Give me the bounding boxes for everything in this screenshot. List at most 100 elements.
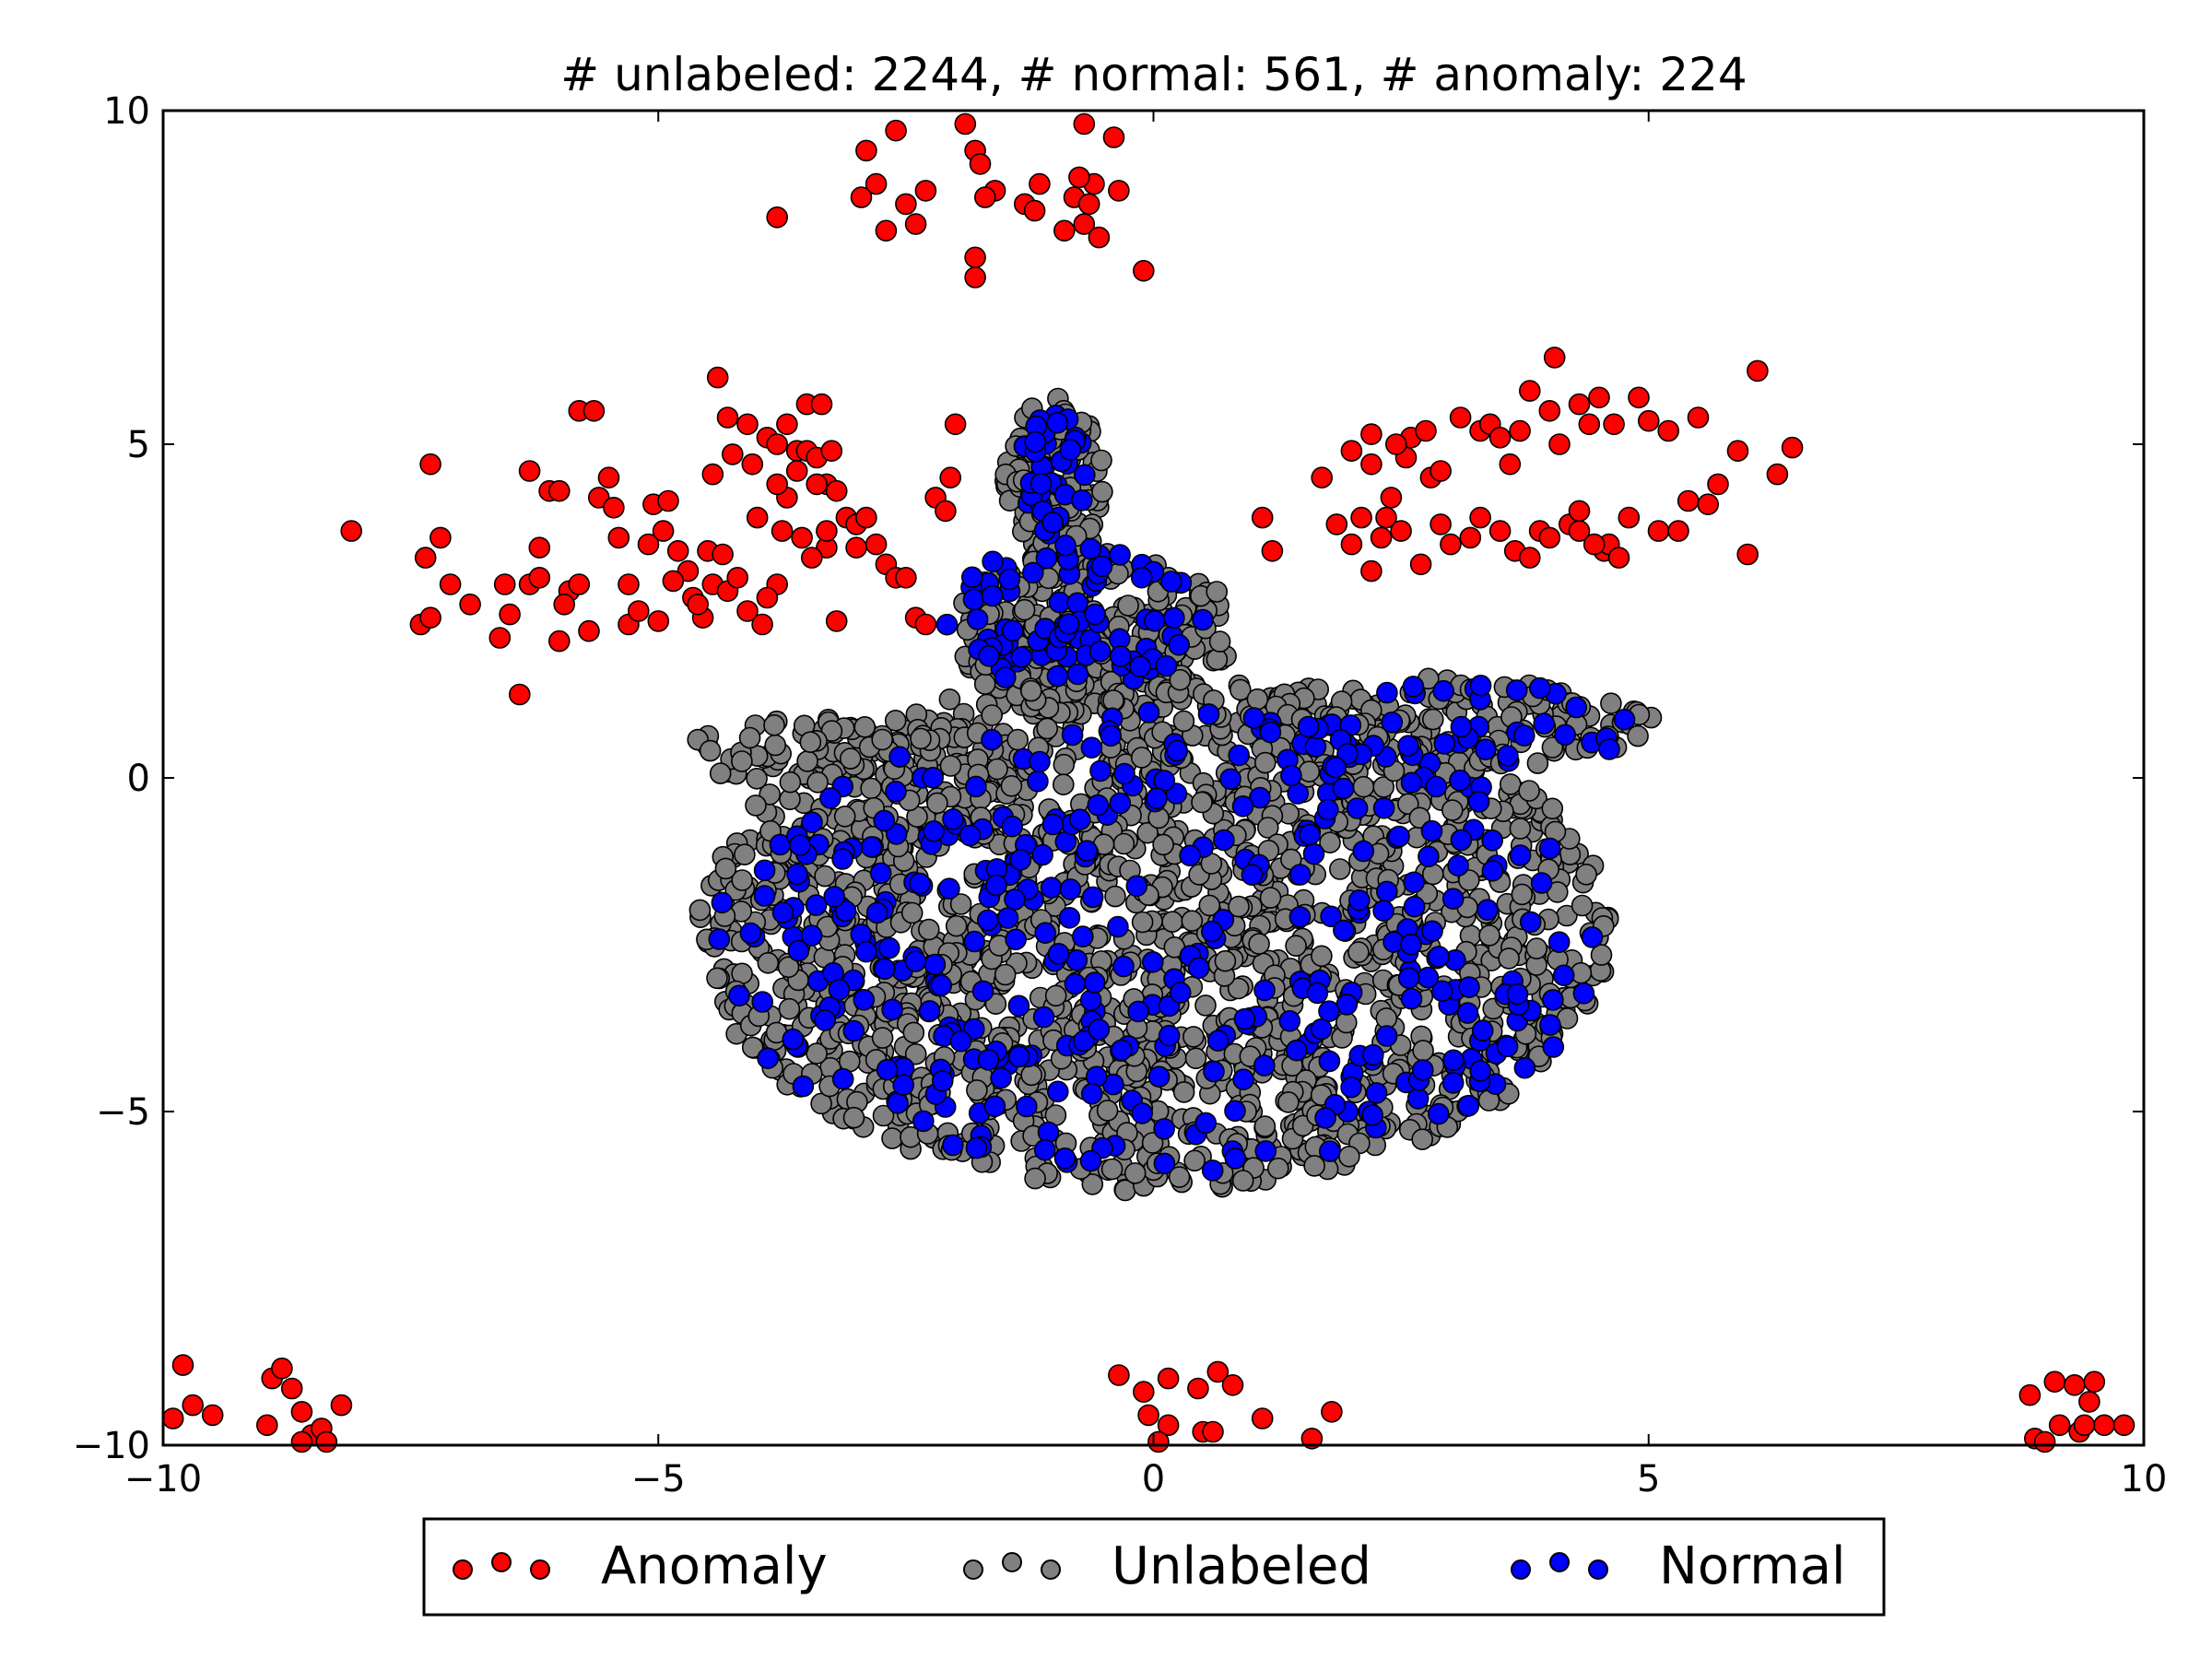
point-unlabeled: [986, 758, 1008, 781]
point-normal: [1206, 1030, 1230, 1052]
point-unlabeled: [1411, 1128, 1433, 1150]
point-anomaly: [1628, 386, 1650, 409]
point-normal: [1110, 645, 1132, 667]
point-anomaly: [1766, 463, 1789, 486]
point-normal: [1047, 1080, 1069, 1103]
point-unlabeled: [1214, 949, 1237, 972]
point-unlabeled: [1590, 944, 1613, 966]
point-normal: [831, 1067, 854, 1090]
point-anomaly: [756, 586, 779, 609]
point-normal: [1529, 677, 1551, 700]
point-normal: [1318, 1050, 1341, 1073]
axis-ticks: −10 −5 0 5 10 −10 −5 0 5 10: [73, 90, 2168, 1500]
point-unlabeled: [777, 956, 800, 979]
point-normal: [1228, 744, 1250, 767]
point-anomaly: [865, 172, 888, 195]
point-normal: [1421, 920, 1443, 943]
point-normal: [1109, 544, 1131, 566]
point-normal: [977, 1049, 1000, 1071]
point-unlabeled: [731, 869, 754, 891]
point-anomaly: [1321, 1401, 1343, 1423]
point-normal: [1469, 674, 1492, 697]
point-unlabeled: [1136, 821, 1159, 844]
point-unlabeled: [1319, 831, 1341, 854]
point-normal: [1074, 464, 1096, 487]
point-unlabeled: [1228, 895, 1250, 918]
point-anomaly: [1133, 259, 1155, 282]
point-normal: [887, 1092, 909, 1114]
point-normal: [1224, 1100, 1246, 1123]
point-anomaly: [1073, 213, 1096, 235]
point-anomaly: [439, 573, 462, 595]
point-unlabeled: [1208, 630, 1231, 653]
point-normal: [1059, 439, 1082, 461]
point-anomaly: [865, 533, 888, 556]
point-normal: [1319, 1140, 1341, 1162]
point-unlabeled: [1091, 480, 1113, 503]
point-unlabeled: [872, 1104, 895, 1127]
point-normal: [753, 885, 776, 907]
point-normal: [1376, 880, 1398, 903]
point-anomaly: [1538, 399, 1561, 422]
legend-marker-anomaly: [530, 1559, 550, 1580]
point-normal: [981, 584, 1004, 607]
point-normal: [922, 766, 945, 789]
point-anomaly: [1251, 506, 1274, 529]
point-unlabeled: [881, 1127, 903, 1149]
point-normal: [1041, 813, 1065, 836]
y-tick-label: 5: [127, 424, 150, 466]
legend-entry-anomaly: Anomaly: [453, 1536, 828, 1596]
point-anomaly: [1568, 393, 1591, 416]
legend-marker-unlabeled: [963, 1559, 983, 1580]
point-anomaly: [1781, 436, 1804, 459]
point-normal: [1302, 842, 1325, 865]
point-normal: [1079, 989, 1102, 1011]
point-anomaly: [974, 186, 996, 208]
point-normal: [918, 1000, 941, 1022]
point-normal: [966, 608, 989, 630]
point-normal: [931, 1070, 954, 1092]
point-unlabeled: [1191, 791, 1213, 814]
point-anomaly: [964, 266, 986, 288]
point-unlabeled: [1172, 1081, 1195, 1103]
point-unlabeled: [746, 767, 768, 790]
point-anomaly: [820, 440, 843, 463]
point-normal: [855, 940, 877, 963]
point-anomaly: [1707, 473, 1729, 496]
point-anomaly: [687, 593, 710, 616]
point-anomaly: [330, 1394, 353, 1417]
point-normal: [965, 1136, 988, 1159]
point-anomaly: [1023, 199, 1046, 222]
point-unlabeled: [1112, 832, 1135, 855]
point-anomaly: [1088, 226, 1111, 249]
point-normal: [971, 980, 994, 1003]
point-normal: [885, 823, 908, 845]
point-anomaly: [1568, 500, 1591, 523]
point-normal: [1030, 473, 1053, 495]
point-normal: [1324, 756, 1347, 779]
point-anomaly: [885, 119, 907, 142]
point-normal: [1024, 430, 1046, 453]
point-normal: [1442, 1049, 1465, 1072]
point-normal: [1304, 735, 1327, 759]
point-normal: [1087, 794, 1110, 817]
point-anomaly: [1311, 466, 1333, 489]
point-unlabeled: [757, 952, 780, 974]
point-anomaly: [618, 573, 640, 595]
point-normal: [1286, 1039, 1308, 1062]
point-normal: [1509, 844, 1532, 866]
point-anomaly: [716, 406, 739, 429]
point-anomaly: [578, 619, 600, 642]
point-anomaly: [508, 683, 531, 706]
point-normal: [1333, 919, 1355, 942]
point-unlabeled: [796, 750, 818, 772]
point-normal: [1201, 920, 1223, 943]
point-anomaly: [597, 466, 620, 489]
point-normal: [789, 834, 811, 856]
point-anomaly: [726, 566, 749, 589]
point-normal: [1400, 933, 1422, 956]
point-anomaly: [493, 573, 516, 595]
point-normal: [834, 900, 857, 923]
point-normal: [1111, 1039, 1133, 1062]
point-anomaly: [806, 473, 829, 496]
